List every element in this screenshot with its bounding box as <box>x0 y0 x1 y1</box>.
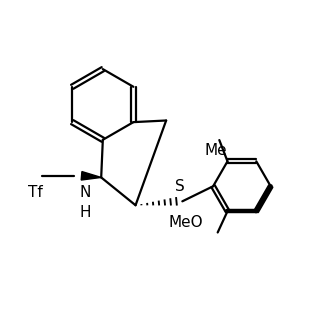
Text: Tf: Tf <box>28 185 43 200</box>
Text: N: N <box>79 185 90 200</box>
Text: H: H <box>79 205 90 220</box>
Text: Me: Me <box>204 143 227 158</box>
Text: MeO: MeO <box>169 215 204 230</box>
Text: S: S <box>175 179 184 194</box>
Polygon shape <box>81 172 101 180</box>
